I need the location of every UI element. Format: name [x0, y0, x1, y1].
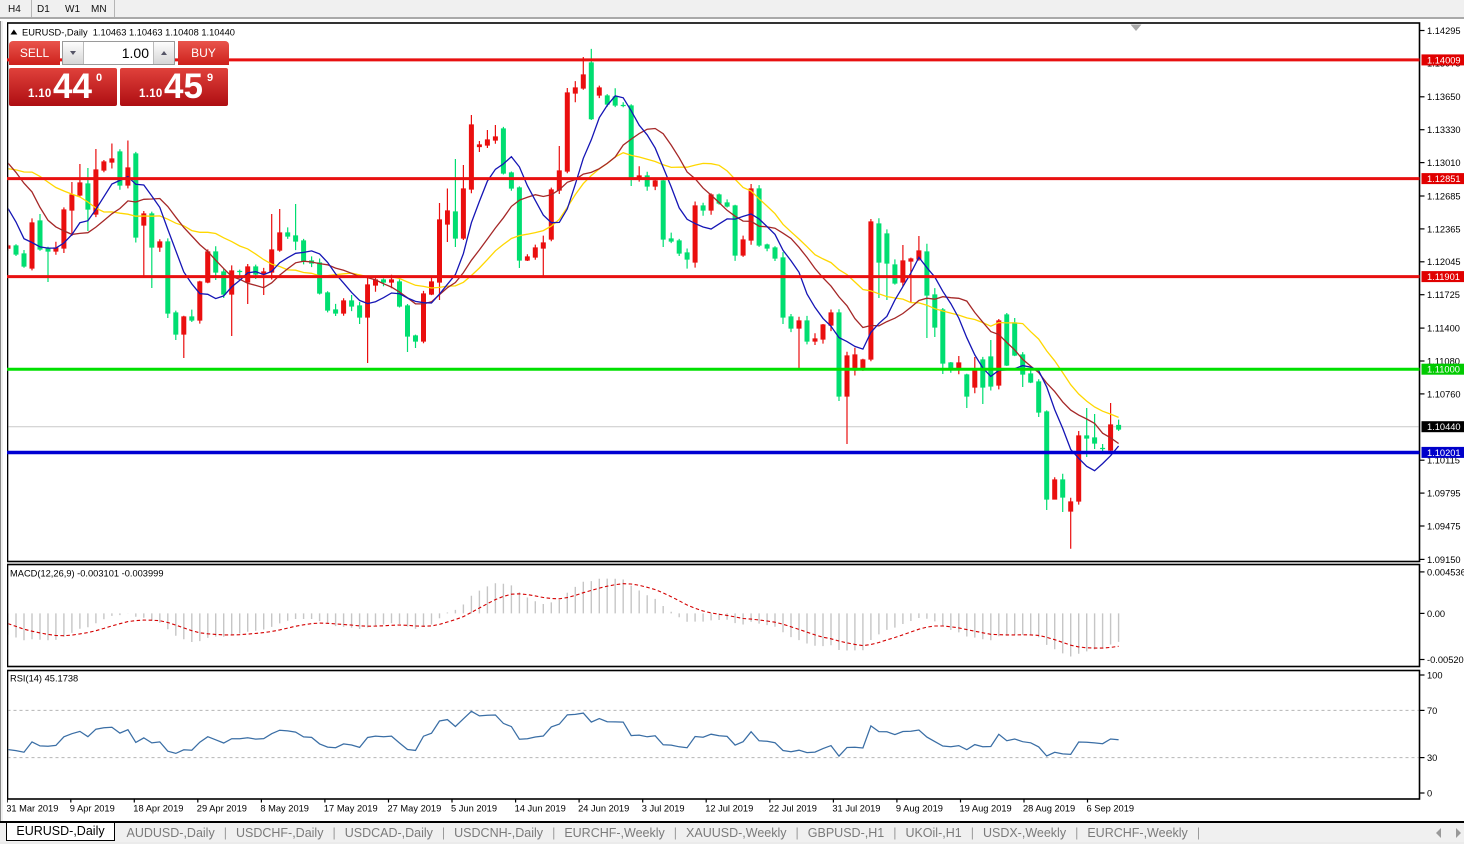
svg-text:3 Jul 2019: 3 Jul 2019	[642, 804, 685, 814]
svg-text:1.11901: 1.11901	[1427, 272, 1460, 282]
svg-text:0.00: 0.00	[1427, 609, 1445, 619]
svg-text:1.12365: 1.12365	[1427, 224, 1461, 234]
svg-text:100: 100	[1427, 670, 1443, 680]
svg-text:5 Jun 2019: 5 Jun 2019	[451, 804, 497, 814]
svg-text:1.12685: 1.12685	[1427, 191, 1461, 201]
svg-text:1.11725: 1.11725	[1427, 290, 1460, 300]
svg-text:18 Apr 2019: 18 Apr 2019	[133, 804, 183, 814]
svg-text:0: 0	[1427, 788, 1432, 798]
svg-text:1.10201: 1.10201	[1427, 448, 1461, 458]
svg-text:1.09475: 1.09475	[1427, 521, 1461, 531]
svg-text:30: 30	[1427, 753, 1437, 763]
svg-text:31 Jul 2019: 31 Jul 2019	[832, 804, 880, 814]
svg-text:24 Jun 2019: 24 Jun 2019	[578, 804, 629, 814]
svg-text:-0.005205: -0.005205	[1427, 655, 1464, 665]
svg-text:27 May 2019: 27 May 2019	[388, 804, 442, 814]
svg-text:1.10760: 1.10760	[1427, 389, 1461, 399]
svg-text:1.13010: 1.13010	[1427, 158, 1461, 168]
svg-text:1.09795: 1.09795	[1427, 489, 1461, 499]
svg-text:12 Jul 2019: 12 Jul 2019	[705, 804, 753, 814]
svg-text:1.10115: 1.10115	[1427, 456, 1460, 466]
svg-text:1.09150: 1.09150	[1427, 555, 1461, 565]
svg-text:9 Apr 2019: 9 Apr 2019	[70, 804, 115, 814]
svg-text:9 Aug 2019: 9 Aug 2019	[896, 804, 943, 814]
svg-text:RSI(14) 45.1738: RSI(14) 45.1738	[10, 674, 78, 684]
svg-text:1.12851: 1.12851	[1427, 174, 1461, 184]
svg-text:1.11080: 1.11080	[1427, 356, 1460, 366]
svg-text:17 May 2019: 17 May 2019	[324, 804, 378, 814]
svg-text:1.13330: 1.13330	[1427, 125, 1461, 135]
svg-text:1.12045: 1.12045	[1427, 257, 1461, 267]
svg-text:0.004536: 0.004536	[1427, 567, 1464, 577]
svg-text:28 Aug 2019: 28 Aug 2019	[1023, 804, 1075, 814]
svg-text:70: 70	[1427, 706, 1437, 716]
svg-text:EURUSD-,Daily 1.10463 1.10463: EURUSD-,Daily 1.10463 1.10463 1.10408 1.…	[22, 28, 235, 38]
svg-text:1.11400: 1.11400	[1427, 324, 1460, 334]
svg-text:19 Aug 2019: 19 Aug 2019	[960, 804, 1012, 814]
svg-text:MACD(12,26,9) -0.003101 -0.003: MACD(12,26,9) -0.003101 -0.003999	[10, 569, 164, 579]
svg-text:1.13650: 1.13650	[1427, 92, 1461, 102]
svg-text:14 Jun 2019: 14 Jun 2019	[515, 804, 566, 814]
svg-text:29 Apr 2019: 29 Apr 2019	[197, 804, 247, 814]
svg-text:22 Jul 2019: 22 Jul 2019	[769, 804, 817, 814]
svg-text:1.10440: 1.10440	[1427, 422, 1461, 432]
svg-text:1.11000: 1.11000	[1427, 365, 1460, 375]
svg-text:1.14295: 1.14295	[1427, 26, 1461, 36]
svg-text:8 May 2019: 8 May 2019	[260, 804, 309, 814]
svg-text:31 Mar 2019: 31 Mar 2019	[6, 804, 58, 814]
svg-text:6 Sep 2019: 6 Sep 2019	[1087, 804, 1135, 814]
svg-text:1.14009: 1.14009	[1427, 55, 1461, 65]
